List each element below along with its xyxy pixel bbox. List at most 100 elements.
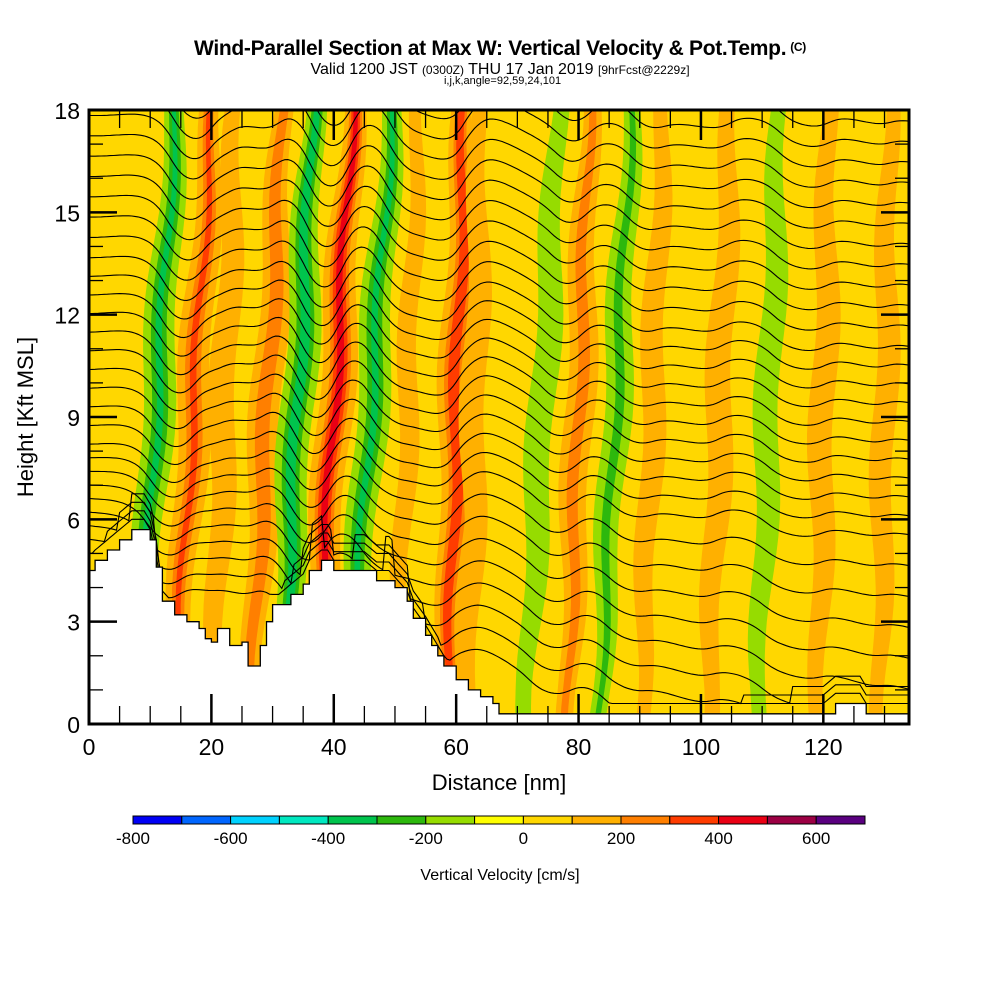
x-tick-label: 0 [83,734,96,760]
isentrope-line [89,215,909,311]
isentrope-line [89,518,909,705]
y-axis-title: Height [Kft MSL] [13,337,38,497]
potential-temperature-contours [89,110,909,705]
colorbar-swatch [669,815,720,825]
colorbar-swatch [376,815,427,825]
copyright-mark: (C) [790,40,806,54]
isentrope-line [89,470,909,598]
isentrope-line [89,405,909,500]
isentrope-line [89,293,909,389]
velocity-band [633,110,673,724]
colorbar-tick-labels: -800 -600 -400 -200 0 200 400 600 [116,829,830,848]
isentrope-line [89,443,909,537]
velocity-shade [594,110,637,724]
valid-time-utc: (0300Z) [421,63,464,77]
chart-title-text: Wind-Parallel Section at Max W: Vertical… [194,37,787,60]
isentrope-line [89,424,909,519]
colorbar [132,815,866,825]
isentrope-line [89,174,909,270]
velocity-shade [244,110,289,724]
isentrope-line [89,194,909,290]
y-tick-label: 9 [67,405,80,431]
isentrope-line [182,110,909,168]
velocity-shade [515,110,570,724]
isentrope-line [89,255,909,352]
x-axis-tick-labels: 0 20 40 60 80 100 120 [83,734,843,760]
grid-info-text: i,j,k,angle=92,59,24,101 [443,75,562,87]
velocity-shade [174,110,213,724]
y-axis-tick-labels: 0 3 6 9 12 15 18 [54,98,80,738]
colorbar-swatch [278,815,329,825]
colorbar-swatch [132,815,183,825]
velocity-band [515,110,570,724]
axis-ticks [87,108,909,726]
isentrope-line [89,497,909,659]
colorbar-swatch [571,815,622,825]
velocity-band [588,110,643,724]
x-tick-label: 40 [321,734,347,760]
isentrope-line [89,235,909,331]
isentrope-line [89,349,909,445]
velocity-shade [747,110,789,724]
isentrope-line [89,113,909,209]
x-tick-label: 20 [199,734,225,760]
isentrope-line [89,154,909,250]
grid-info: i,j,k,angle=92,59,24,101 [0,75,1000,87]
isentrope-line [89,493,909,690]
terrain-profile [89,528,909,724]
colorbar-tick-label: -400 [311,829,345,848]
x-tick-label: 60 [443,734,469,760]
isentrope-line [89,330,909,426]
colorbar-swatch [230,815,280,825]
colorbar-tick-label: -600 [214,829,248,848]
isentrope-line [167,110,909,188]
colorbar-tick-label: 600 [802,829,830,848]
y-tick-label: 12 [54,303,80,329]
isentrope-line [89,311,909,408]
colorbar-swatch [766,815,817,825]
isentrope-line [89,386,909,482]
valid-date: THU 17 Jan 2019 [468,61,594,78]
x-tick-label: 100 [682,734,720,760]
terrain [89,528,909,724]
chart-title: Wind-Parallel Section at Max W: Vertical… [0,37,1000,61]
velocity-band [203,110,245,724]
colorbar-tick-label: -800 [116,829,150,848]
isentrope-line [414,110,909,147]
colorbar-swatch [718,815,768,825]
colorbar-swatch [474,815,524,825]
colorbar-tick-label: 0 [519,829,528,848]
y-tick-label: 18 [54,98,80,124]
velocity-shade [560,110,597,724]
y-tick-label: 6 [67,507,80,533]
colorbar-swatch [181,815,232,825]
y-tick-label: 0 [67,712,80,738]
isentrope-line [89,367,909,463]
colorbar-swatch [620,815,671,825]
velocity-band [239,110,294,724]
y-tick-label: 15 [54,200,80,226]
colorbar-tick-label: 200 [607,829,635,848]
x-axis-title: Distance [nm] [432,770,567,795]
velocity-band [747,110,789,724]
isentrope-line [89,133,909,229]
colorbar-swatch [327,815,378,825]
valid-time: Valid 1200 JST [310,61,418,78]
colorbar-title: Vertical Velocity [cm/s] [420,867,579,884]
velocity-shade [633,110,673,724]
velocity-shade [389,110,427,724]
velocity-shade [203,110,245,724]
plot-frame [87,108,911,726]
velocity-band [555,110,602,724]
colorbar-swatch [522,815,573,825]
colorbar-swatch [815,815,866,825]
colorbar-tick-label: 400 [704,829,732,848]
colorbar-swatch [425,815,476,825]
velocity-band [389,110,427,724]
x-tick-label: 120 [804,734,842,760]
isentrope-line [89,501,909,704]
chart-subtitle: Valid 1200 JST (0300Z) THU 17 Jan 2019 [… [0,61,1000,79]
isentrope-line [89,457,909,567]
forecast-info: [9hrFcst@2229z] [597,63,690,77]
